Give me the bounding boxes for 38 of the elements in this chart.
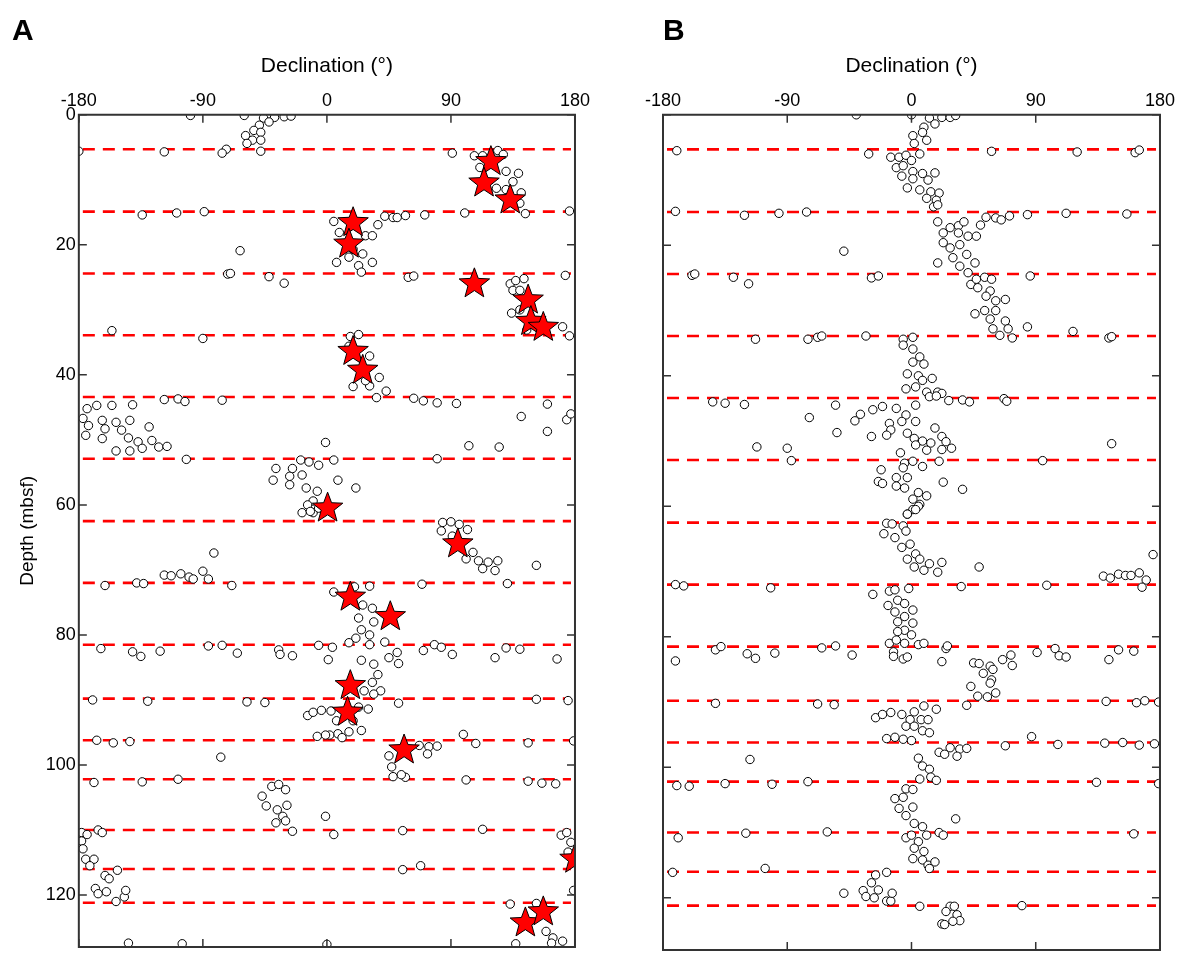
point <box>494 183 526 214</box>
x-tick-label: -90 <box>189 89 216 110</box>
x-tick-label: 0 <box>906 89 917 110</box>
point <box>337 334 369 365</box>
point <box>442 527 474 558</box>
x-tick-label: 180 <box>559 89 591 110</box>
x-tick-label: 0 <box>321 89 332 110</box>
x-axis-title: Declination (°) <box>260 53 393 77</box>
y-tick-label: 60 <box>55 493 76 514</box>
point <box>334 580 367 611</box>
chart-title: B <box>663 13 685 47</box>
point <box>374 600 407 631</box>
y-tick-label: 100 <box>45 753 76 774</box>
x-tick-label: 90 <box>1025 89 1046 110</box>
x-tick-label: 90 <box>440 89 461 110</box>
x-tick-label: 180 <box>1144 89 1176 110</box>
point <box>311 491 344 522</box>
y-tick-label: 120 <box>45 883 76 904</box>
x-tick-label: -90 <box>774 89 801 110</box>
point <box>458 267 491 298</box>
point <box>475 145 507 176</box>
point <box>333 227 365 258</box>
x-axis-title: Declination (°) <box>845 53 978 77</box>
point <box>468 166 500 197</box>
point <box>331 695 364 726</box>
y-tick-label: 20 <box>55 233 76 254</box>
point <box>527 310 559 341</box>
point <box>347 353 379 384</box>
point <box>388 733 420 764</box>
x-tick-label: -180 <box>644 89 682 110</box>
y-tick-label: 80 <box>55 623 76 644</box>
y-axis-title: Depth (mbsf) <box>15 475 37 586</box>
point <box>337 206 369 237</box>
point <box>512 283 544 314</box>
chart-title: A <box>12 13 34 47</box>
point <box>527 895 559 926</box>
y-tick-label: 40 <box>55 363 76 384</box>
point <box>334 669 367 700</box>
